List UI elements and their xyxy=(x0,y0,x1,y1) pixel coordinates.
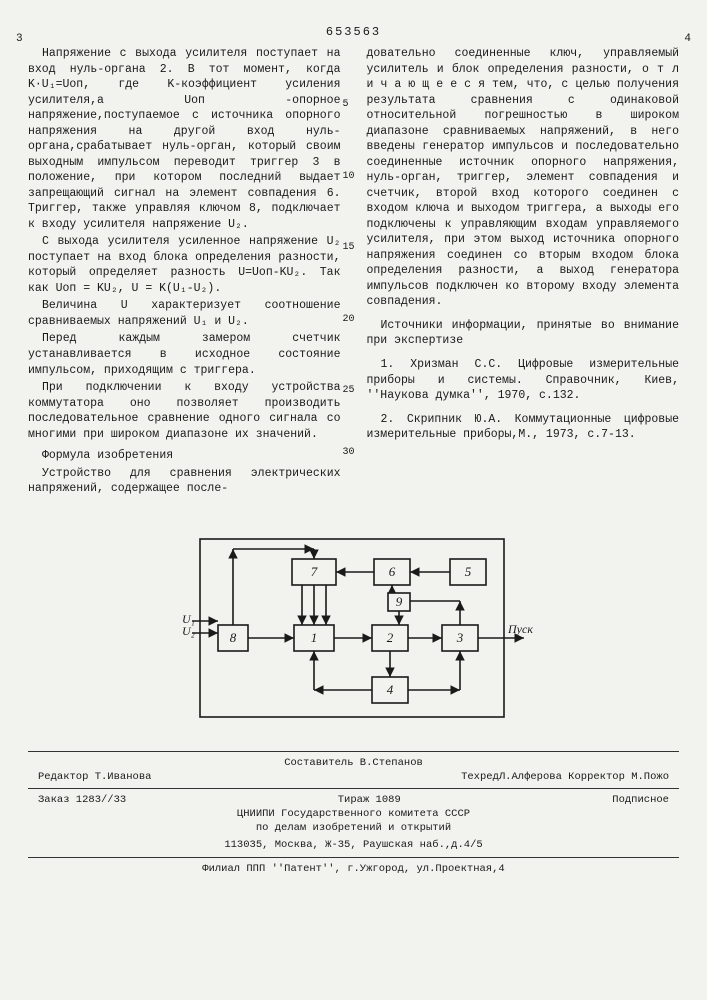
col-num-right: 4 xyxy=(684,32,691,47)
footer-tirazh: Тираж 1089 xyxy=(338,793,401,807)
footer-podpis: Подписное xyxy=(612,793,669,807)
footer-editor: Редактор Т.Иванова xyxy=(38,770,151,784)
body-para: Устройство для сравнения электрических н… xyxy=(28,466,341,497)
svg-text:5: 5 xyxy=(464,564,471,579)
svg-text:U₂: U₂ xyxy=(182,624,195,638)
svg-text:1: 1 xyxy=(310,630,317,645)
svg-text:4: 4 xyxy=(386,682,393,697)
footer-org2: по делам изобретений и открытий xyxy=(28,821,679,835)
body-para: Напряжение с выхода усилителя поступает … xyxy=(28,46,341,232)
block-diagram: 812376594U₁U₂Пуск xyxy=(174,517,534,737)
two-column-body: 3 5 10 15 20 25 30 Напряжение с выхода у… xyxy=(28,46,679,498)
footer-org: ЦНИИПИ Государственного комитета СССР xyxy=(28,807,679,821)
svg-text:9: 9 xyxy=(395,594,402,609)
col-num-left: 3 xyxy=(16,32,23,47)
footer-order: Заказ 1283//33 xyxy=(38,793,126,807)
right-column: 4 довательно соединенные ключ, управляем… xyxy=(367,46,680,498)
footer-block: Составитель В.Степанов Редактор Т.Иванов… xyxy=(28,751,679,876)
svg-text:8: 8 xyxy=(229,630,236,645)
svg-text:Пуск: Пуск xyxy=(507,622,533,636)
formula-title: Формула изобретения xyxy=(28,448,341,464)
patent-number: 653563 xyxy=(28,24,679,40)
body-para: довательно соединенные ключ, управляемый… xyxy=(367,46,680,310)
svg-text:6: 6 xyxy=(388,564,395,579)
body-para: С выхода усилителя усиленное напряжение … xyxy=(28,234,341,296)
footer-techred: ТехредЛ.Алферова Корректор М.Пожо xyxy=(461,770,669,784)
body-para: Перед каждым замером счетчик устанавлива… xyxy=(28,331,341,378)
svg-text:7: 7 xyxy=(310,564,317,579)
footer-addr1: 113035, Москва, Ж-35, Раушская наб.,д.4/… xyxy=(28,838,679,852)
left-column: 3 5 10 15 20 25 30 Напряжение с выхода у… xyxy=(28,46,341,498)
footer-addr2: Филиал ППП ''Патент'', г.Ужгород, ул.Про… xyxy=(28,862,679,876)
sources-title: Источники информации, принятые во вниман… xyxy=(367,318,680,349)
source-item: 2. Скрипник Ю.А. Коммутационные цифровые… xyxy=(367,412,680,443)
svg-text:3: 3 xyxy=(455,630,463,645)
svg-text:2: 2 xyxy=(386,630,393,645)
line-numbers: 5 10 15 20 25 30 xyxy=(342,46,354,459)
source-item: 1. Хризман С.С. Цифровые измерительные п… xyxy=(367,357,680,404)
body-para: Величина U характеризует соотношение сра… xyxy=(28,298,341,329)
footer-compiler: Составитель В.Степанов xyxy=(28,756,679,770)
body-para: При подключении к входу устройства комму… xyxy=(28,380,341,442)
